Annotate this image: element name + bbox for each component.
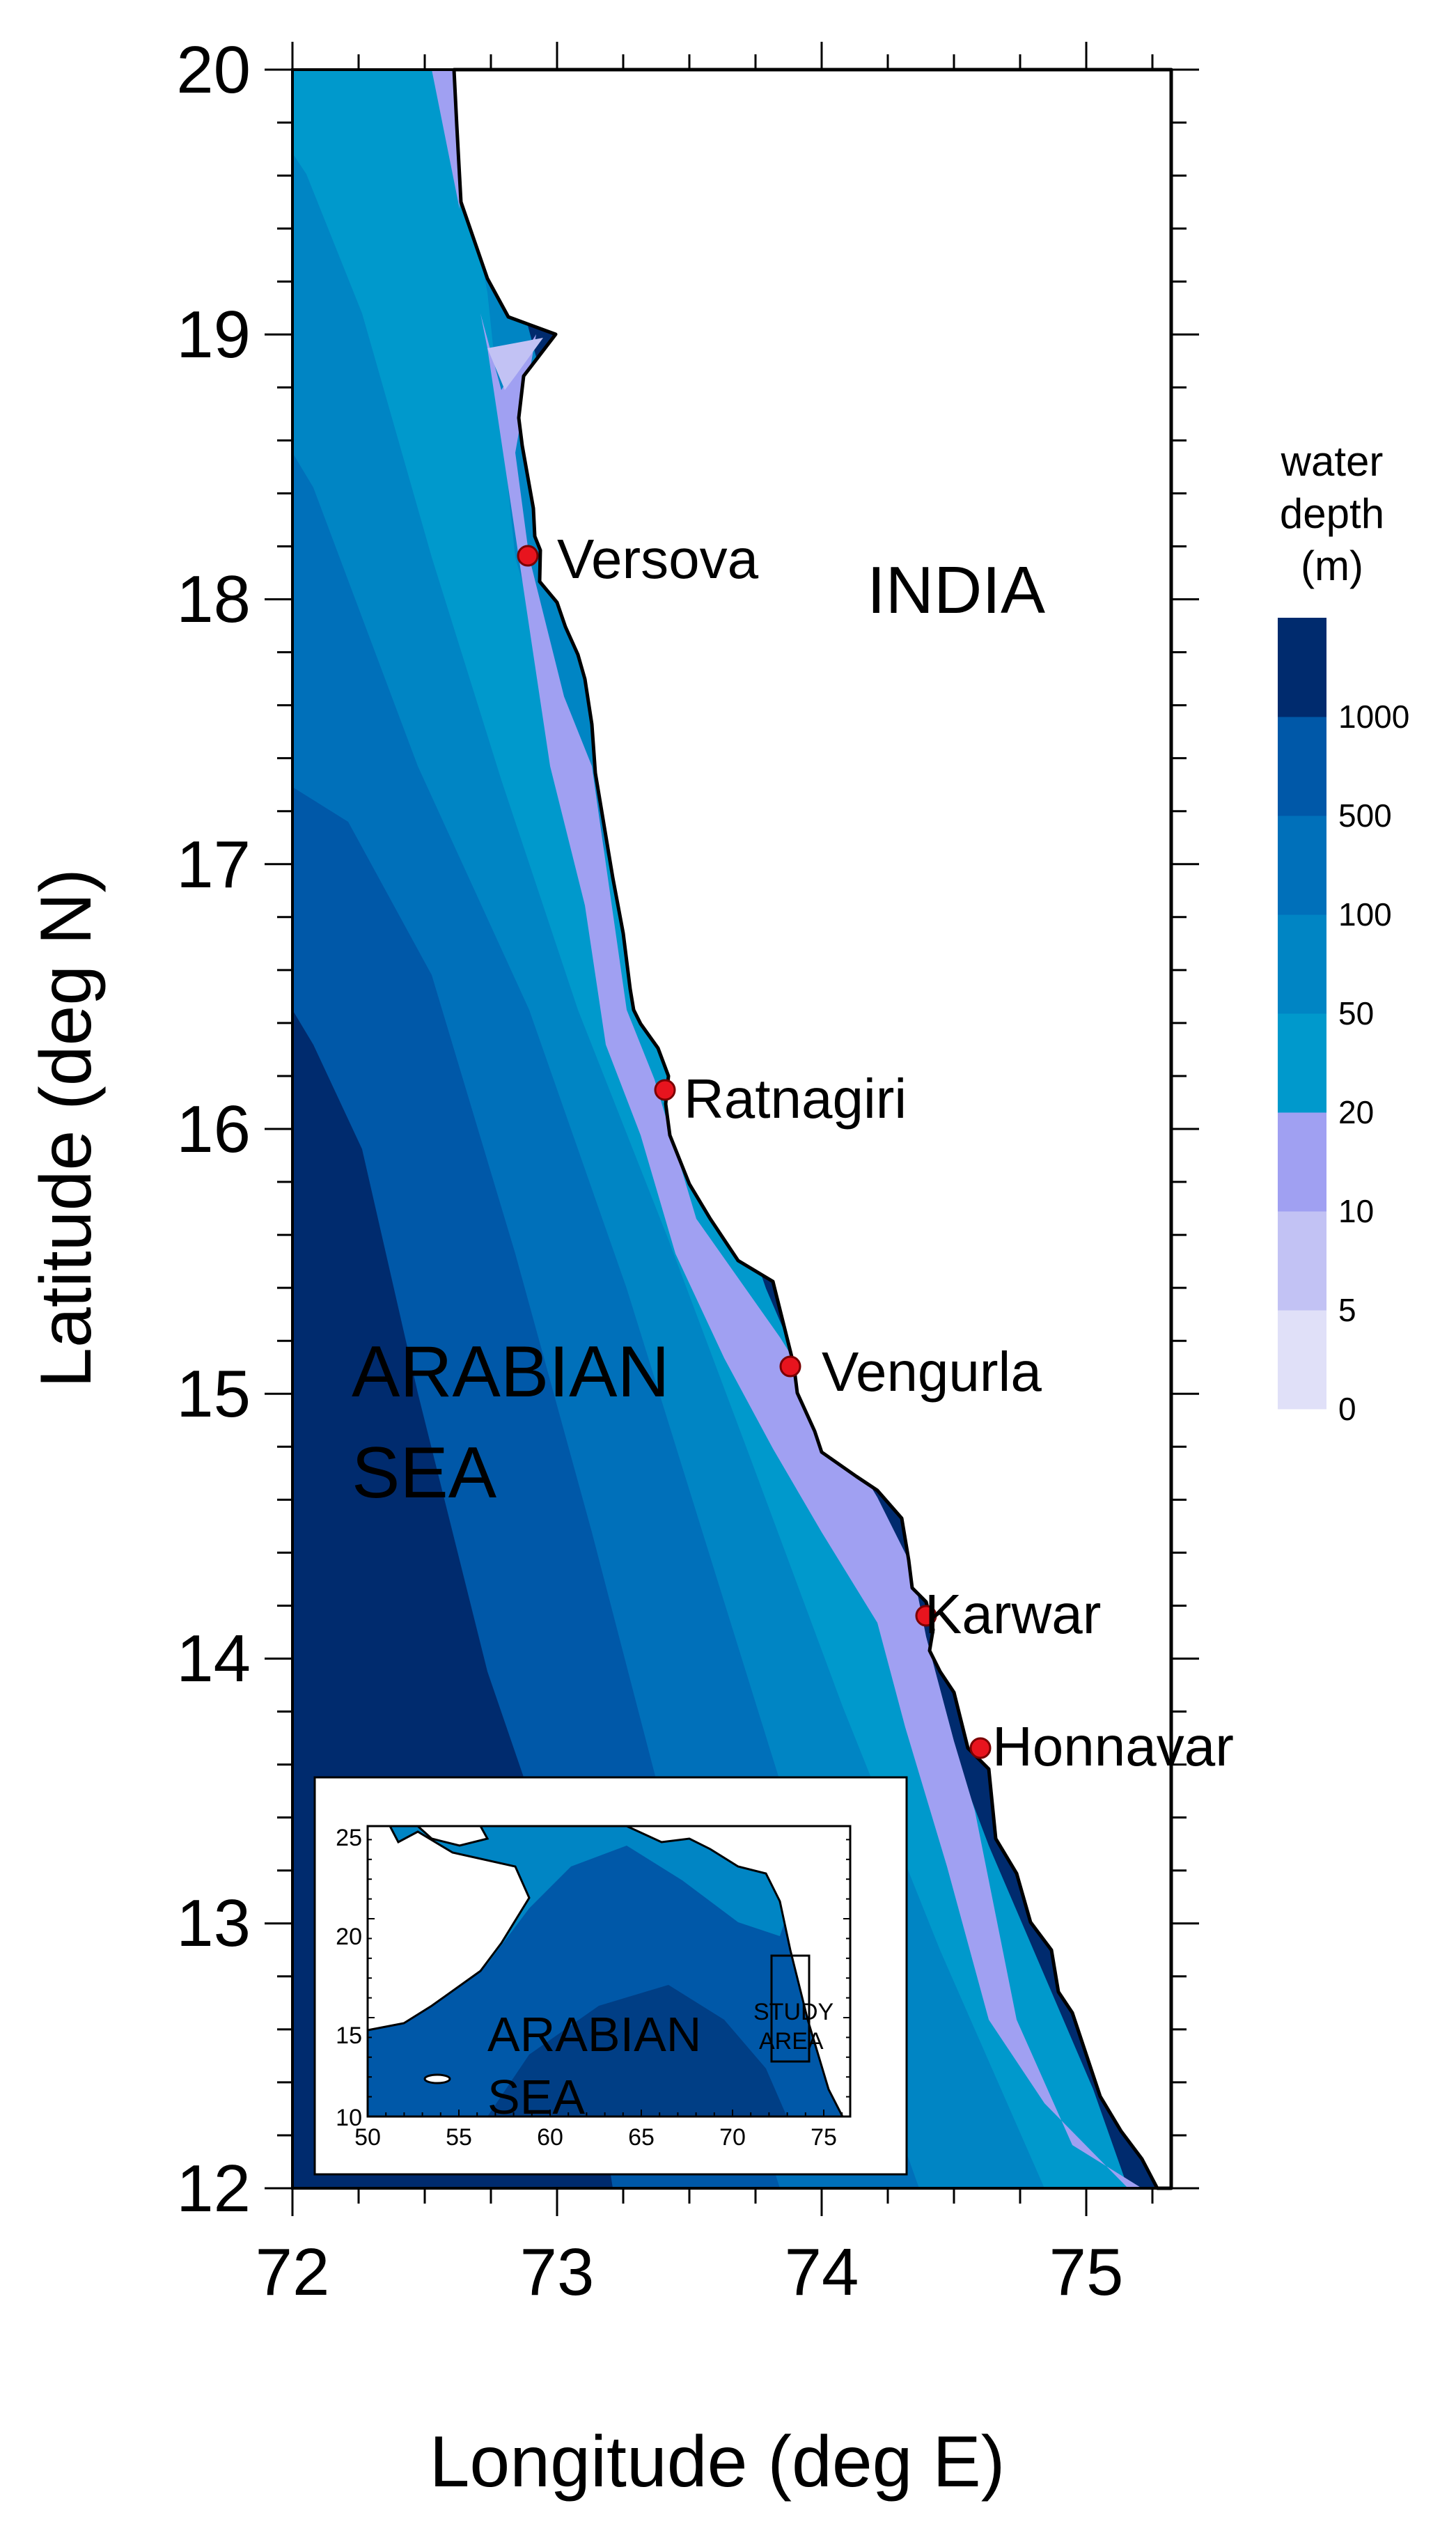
ratnagiri-label: Ratnagiri — [684, 1068, 907, 1130]
honnavar-marker — [969, 1737, 992, 1759]
india-land — [452, 68, 1173, 2190]
legend-level-label: 0 — [1338, 1391, 1356, 1427]
inset-y-tick-label: 15 — [336, 2022, 362, 2049]
legend-level-label: 100 — [1338, 896, 1392, 933]
inset-study-label-line1: STUDY — [753, 1999, 833, 2025]
x-tick-label: 74 — [785, 2235, 859, 2309]
inset-study-label-line2: AREA — [759, 2028, 824, 2055]
inset-y-tick-label: 25 — [336, 1825, 362, 1851]
inset-y-tick-label: 10 — [336, 2105, 362, 2131]
y-tick-label: 12 — [176, 2151, 251, 2226]
x-tick-labels: 72 73 74 75 — [256, 2235, 1124, 2309]
inset-y-tick-label: 20 — [336, 1924, 362, 1950]
y-tick-label: 16 — [176, 1092, 251, 1167]
legend-title-line3: (m) — [1301, 543, 1363, 589]
location-markers: Versova Ratnagiri Vengurla Karwar Honnav… — [517, 528, 1234, 1777]
inset-x-tick-label: 70 — [719, 2124, 746, 2151]
x-tick-label: 72 — [256, 2235, 330, 2309]
inset-ticks — [367, 1839, 850, 2117]
legend-swatch — [1278, 1112, 1326, 1212]
inset-sea-label-line2: SEA — [487, 2070, 585, 2124]
x-axis-title: Longitude (deg E) — [430, 2422, 1005, 2502]
y-tick-label: 20 — [176, 33, 251, 107]
legend-swatches — [1278, 618, 1326, 1410]
vengurla-marker — [779, 1355, 801, 1378]
legend-level-label: 500 — [1338, 797, 1392, 834]
ratnagiri-marker — [654, 1079, 676, 1101]
y-axis-ticks — [265, 68, 1199, 2190]
legend-swatch — [1278, 1211, 1326, 1311]
versova-marker — [517, 545, 539, 567]
legend-swatch — [1278, 717, 1326, 816]
legend-level-label: 5 — [1338, 1292, 1356, 1328]
legend-level-label: 50 — [1338, 995, 1374, 1031]
y-tick-label: 13 — [176, 1886, 251, 1961]
legend-labels: 0 5 10 20 50 100 500 1000 — [1338, 699, 1409, 1427]
inset-x-tick-label: 50 — [354, 2124, 381, 2151]
inset-y-tick-labels: 25 20 15 10 — [336, 1825, 362, 2131]
x-axis-ticks — [291, 42, 1154, 2216]
y-tick-label: 19 — [176, 297, 251, 372]
inset-x-tick-labels: 50 55 60 65 70 75 — [354, 2124, 837, 2151]
inset-arabia-land — [366, 1825, 531, 2032]
inset-x-tick-label: 55 — [446, 2124, 472, 2151]
legend-swatch — [1278, 816, 1326, 915]
depth-legend: water depth (m) 0 5 10 20 50 100 500 1000 — [1278, 438, 1409, 1427]
inset-deep — [487, 1985, 787, 2117]
legend-title-line1: water — [1281, 438, 1384, 485]
karwar-label: Karwar — [925, 1583, 1101, 1645]
inset-map: 50 55 60 65 70 75 25 20 15 10 ARABIAN SE… — [313, 1776, 908, 2176]
y-tick-label: 17 — [176, 827, 251, 902]
inset-x-tick-label: 60 — [537, 2124, 563, 2151]
inset-study-area-box — [770, 1954, 811, 2063]
y-axis-title: Latitude (deg N) — [26, 868, 107, 1388]
vengurla-label: Vengurla — [822, 1341, 1042, 1403]
legend-level-label: 10 — [1338, 1193, 1374, 1229]
x-tick-label: 75 — [1049, 2235, 1124, 2309]
legend-level-label: 20 — [1338, 1094, 1374, 1130]
karwar-marker — [915, 1605, 937, 1627]
y-tick-label: 14 — [176, 1621, 251, 1696]
arabian-sea-label-line1: ARABIAN — [352, 1332, 670, 1412]
y-tick-labels: 20 19 18 17 16 15 14 13 12 — [176, 33, 251, 2226]
x-tick-label: 73 — [520, 2235, 595, 2309]
legend-swatch — [1278, 1013, 1326, 1113]
axes-frame — [265, 42, 1199, 2216]
inset-x-tick-label: 75 — [811, 2124, 837, 2151]
inset-x-tick-label: 65 — [628, 2124, 655, 2151]
depth-band-5 — [487, 338, 543, 390]
honnavar-label: Honnavar — [992, 1715, 1234, 1777]
legend-level-label: 1000 — [1338, 699, 1409, 735]
y-tick-label: 18 — [176, 562, 251, 637]
legend-swatch — [1278, 914, 1326, 1014]
legend-swatch — [1278, 1310, 1326, 1410]
legend-title-line2: depth — [1280, 490, 1384, 537]
versova-label: Versova — [557, 528, 759, 590]
arabian-sea-label-line2: SEA — [352, 1433, 497, 1513]
legend-swatch — [1278, 618, 1326, 717]
india-label: INDIA — [867, 553, 1045, 628]
inset-sea-label-line1: ARABIAN — [487, 2007, 701, 2062]
inset-socotra-island — [423, 2073, 451, 2084]
inset-frame — [366, 1825, 852, 2118]
y-tick-label: 15 — [176, 1357, 251, 1431]
